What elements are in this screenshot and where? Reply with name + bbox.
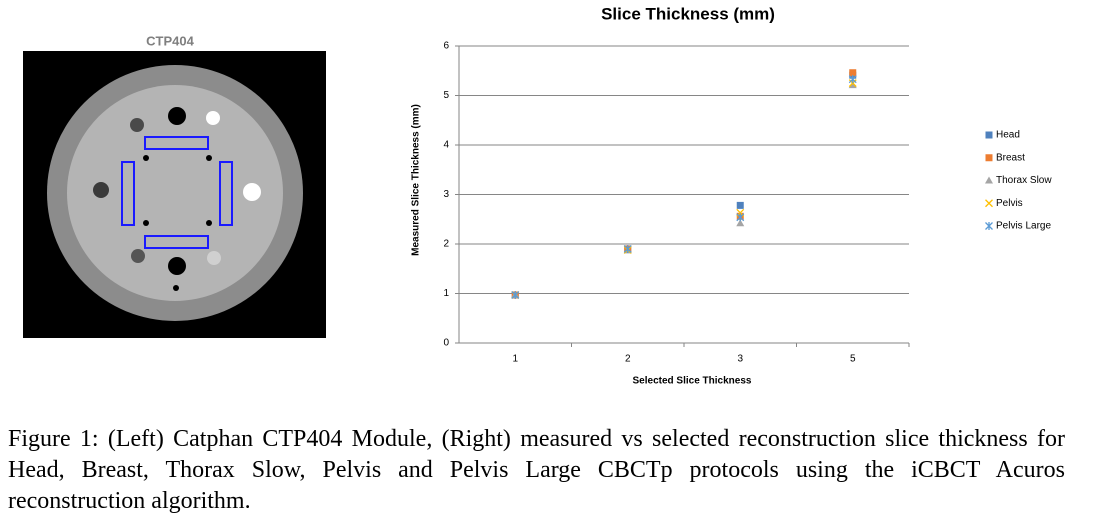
legend-marker <box>985 222 993 230</box>
y-axis-label: Measured Slice Thickness (mm) <box>411 104 422 256</box>
legend-label: Pelvis Large <box>996 221 1051 232</box>
y-tick-label: 4 <box>443 140 449 151</box>
x-tick-label: 2 <box>625 354 631 365</box>
figure-graphics: CTP404 Slice Thickness (mm) Selected Sli… <box>23 4 1052 387</box>
data-point <box>848 81 857 89</box>
y-tick-label: 1 <box>443 288 449 299</box>
data-point <box>848 75 857 84</box>
data-point <box>736 201 744 209</box>
legend-label: Pelvis <box>996 198 1023 209</box>
legend-marker <box>985 154 993 162</box>
caption: Figure 1: (Left) Catphan CTP404 Module, … <box>8 426 1065 514</box>
data-point <box>623 244 632 253</box>
data-point <box>736 213 745 222</box>
image-label: CTP404 <box>146 33 194 48</box>
phantom-image <box>23 51 326 338</box>
y-tick-label: 6 <box>443 41 449 52</box>
legend-label: Thorax Slow <box>996 175 1052 186</box>
chart-title: Slice Thickness (mm) <box>601 4 775 23</box>
y-tick-label: 0 <box>443 338 449 349</box>
data-point <box>849 69 857 77</box>
legend-marker <box>985 176 993 184</box>
data-point <box>511 290 520 299</box>
x-axis-label: Selected Slice Thickness <box>633 376 752 387</box>
x-tick-label: 1 <box>512 354 518 365</box>
x-tick-label: 3 <box>737 354 743 365</box>
y-tick-label: 3 <box>443 189 449 200</box>
x-tick-label: 5 <box>850 354 856 365</box>
legend-marker <box>985 199 993 208</box>
data-point <box>736 219 745 227</box>
legend-marker <box>985 131 993 139</box>
y-tick-label: 5 <box>443 90 449 101</box>
y-tick-label: 2 <box>443 239 449 250</box>
legend-label: Head <box>996 130 1020 141</box>
legend-label: Breast <box>996 152 1025 163</box>
